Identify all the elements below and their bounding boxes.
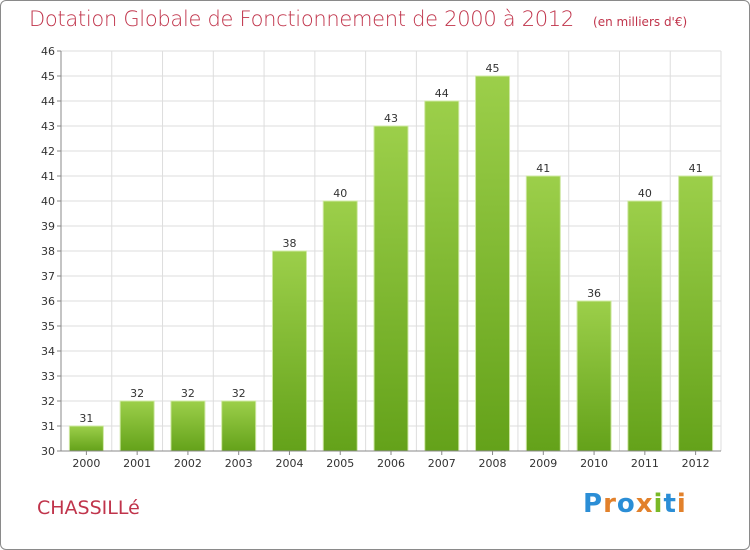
x-tick-label: 2008: [479, 457, 507, 470]
bars: 31 32 32 32 38 40 43 44 45 41 36 40 41: [68, 62, 714, 452]
bar: [475, 75, 511, 452]
title-text: Dotation Globale de Fonctionnement de 20…: [29, 7, 574, 31]
bar: [68, 425, 104, 452]
bar: [271, 250, 307, 452]
x-tick-label: 2009: [529, 457, 557, 470]
bar: [322, 200, 358, 452]
x-tick-label: 2003: [225, 457, 253, 470]
data-label: 41: [536, 162, 550, 175]
x-tick-label: 2007: [428, 457, 456, 470]
bar: [576, 300, 612, 452]
x-tick-label: 2010: [580, 457, 608, 470]
y-tick-label: 40: [41, 195, 55, 208]
data-label: 36: [587, 287, 601, 300]
data-label: 40: [638, 187, 652, 200]
x-tick-label: 2001: [123, 457, 151, 470]
data-label: 40: [333, 187, 347, 200]
axes: 30 31 32 33 34 35 36 37 38 39 40 41 42 43 44 45 46 2000 20…: [41, 45, 721, 470]
y-tick-label: 32: [41, 395, 55, 408]
y-tick-label: 35: [41, 320, 55, 333]
y-tick-label: 39: [41, 220, 55, 233]
y-tick-label: 31: [41, 420, 55, 433]
logo-letter: i: [676, 489, 687, 519]
y-tick-label: 38: [41, 245, 55, 258]
bar: [627, 200, 663, 452]
bar: [525, 175, 561, 452]
x-tick-label: 2005: [326, 457, 354, 470]
y-tick-label: 41: [41, 170, 55, 183]
bar: [373, 125, 409, 452]
data-label: 32: [130, 387, 144, 400]
bar: [678, 175, 714, 452]
x-tick-label: 2006: [377, 457, 405, 470]
x-tick-label: 2002: [174, 457, 202, 470]
x-tick-label: 2004: [275, 457, 303, 470]
data-label: 31: [79, 412, 93, 425]
bar: [221, 400, 257, 452]
proxiti-logo: Proxiti: [583, 489, 687, 519]
x-tick-label: 2012: [682, 457, 710, 470]
logo-letter: i: [653, 489, 664, 519]
bar: [119, 400, 155, 452]
y-tick-label: 30: [41, 445, 55, 458]
title-unit: (en milliers d'€): [593, 15, 688, 29]
logo-letter: o: [616, 489, 636, 519]
data-label: 41: [689, 162, 703, 175]
y-tick-label: 45: [41, 70, 55, 83]
logo-letter: r: [603, 489, 617, 519]
y-tick-label: 37: [41, 270, 55, 283]
y-tick-label: 46: [41, 45, 55, 58]
logo-letter: t: [663, 489, 677, 519]
y-tick-label: 43: [41, 120, 55, 133]
logo-letter: x: [635, 489, 654, 519]
bar: [170, 400, 206, 452]
y-tick-label: 42: [41, 145, 55, 158]
x-tick-label: 2000: [72, 457, 100, 470]
data-label: 44: [435, 87, 449, 100]
logo-letter: P: [583, 489, 604, 519]
chart-title: Dotation Globale de Fonctionnement de 20…: [29, 7, 687, 31]
bar: [424, 100, 460, 452]
commune-name: CHASSILLé: [37, 497, 140, 519]
data-label: 32: [181, 387, 195, 400]
y-tick-label: 44: [41, 95, 55, 108]
data-label: 38: [282, 237, 296, 250]
data-label: 45: [486, 62, 500, 75]
data-label: 32: [232, 387, 246, 400]
x-tick-label: 2011: [631, 457, 659, 470]
y-tick-label: 36: [41, 295, 55, 308]
y-tick-label: 33: [41, 370, 55, 383]
data-label: 43: [384, 112, 398, 125]
y-tick-label: 34: [41, 345, 55, 358]
